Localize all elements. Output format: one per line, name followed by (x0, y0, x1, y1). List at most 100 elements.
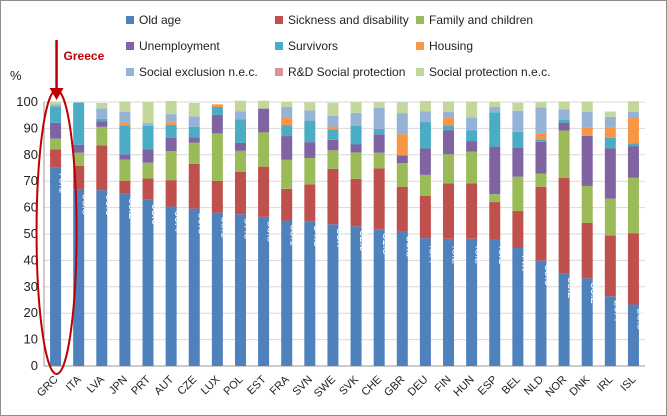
bar-CZE-segment-0 (188, 208, 200, 366)
x-tick-FIN: FIN (433, 374, 454, 395)
bar-GBR-segment-2 (396, 163, 408, 188)
bar-FRA-segment-1 (281, 188, 293, 221)
bar-SWE-segment-2 (327, 150, 339, 169)
bar-CHE-segment-6 (373, 107, 385, 129)
bar-AUT-segment-6 (165, 114, 177, 123)
legend-label-5: Housing (429, 39, 473, 53)
bar-DNK-segment-8 (581, 101, 593, 113)
bar-IRL-segment-5 (604, 127, 616, 138)
bar-SVK-segment-6 (350, 112, 362, 127)
bar-IRL-segment-6 (604, 116, 616, 128)
bar-NLD-segment-3 (535, 141, 547, 174)
bar-FIN-segment-0 (443, 238, 455, 366)
bar-GBR-segment-3 (396, 155, 408, 164)
bar-JPN-segment-5 (119, 122, 131, 126)
bar-EST-segment-1 (258, 166, 270, 217)
data-label-LUX: 58.1 (218, 217, 230, 238)
bar-DNK-segment-0 (581, 278, 593, 366)
bar-FRA-segment-5 (281, 117, 293, 126)
bar-ISL-segment-2 (627, 177, 639, 234)
y-tick-label: 70 (24, 173, 38, 188)
bar-PRT-segment-8 (142, 102, 154, 124)
data-label-DEU: 48.4 (426, 242, 438, 263)
bars (50, 100, 639, 366)
x-tick-GBR: GBR (382, 374, 407, 399)
legend-swatch-0 (126, 16, 134, 24)
bar-HUN-segment-3 (466, 141, 478, 152)
bar-LVA-segment-2 (96, 126, 108, 146)
bar-DEU-segment-8 (419, 100, 431, 112)
bar-CHE-segment-2 (373, 152, 385, 169)
bar-EST-segment-0 (258, 216, 270, 366)
legend-label-0: Old age (139, 13, 181, 27)
data-label-POL: 57.5 (241, 218, 253, 239)
legend-label-4: Survivors (288, 39, 338, 53)
y-tick-label: 80 (24, 147, 38, 162)
bar-HUN-segment-1 (466, 183, 478, 239)
data-label-FRA: 55.1 (288, 225, 300, 246)
y-unit-label: % (10, 68, 22, 83)
bar-PRT-segment-3 (142, 149, 154, 163)
bar-BEL-segment-0 (512, 247, 524, 366)
bar-BEL-segment-4 (512, 131, 524, 148)
legend-swatch-2 (416, 16, 424, 24)
bar-GRC-segment-2 (50, 138, 62, 150)
bar-ESP-segment-8 (489, 101, 501, 108)
bar-AUT-segment-0 (165, 206, 177, 366)
x-tick-EST: EST (245, 373, 269, 397)
bar-FIN-segment-4 (443, 125, 455, 131)
bar-POL-segment-4 (234, 119, 246, 143)
bar-AUT-segment-3 (165, 137, 177, 152)
x-tick-AUT: AUT (152, 373, 176, 397)
bar-LVA-segment-6 (96, 108, 108, 119)
bar-LVA-segment-3 (96, 121, 108, 127)
bar-GRC-segment-3 (50, 122, 62, 139)
bar-JPN-segment-6 (119, 112, 131, 123)
bar-ESP-segment-4 (489, 112, 501, 147)
data-label-CHE: 51.8 (380, 233, 392, 254)
bar-IRL-segment-8 (604, 111, 616, 117)
bar-JPN-segment-3 (119, 154, 131, 160)
y-tick-label: 100 (16, 94, 38, 109)
bar-FRA-segment-2 (281, 159, 293, 189)
bar-GRC-segment-6 (50, 104, 62, 108)
bar-ISL-segment-1 (627, 233, 639, 305)
x-tick-ITA: ITA (64, 373, 84, 393)
bar-ISL-segment-4 (627, 143, 639, 147)
bar-PRT-segment-4 (142, 125, 154, 150)
greece-annotation-label: Greece (64, 49, 105, 63)
bar-LUX-segment-2 (211, 133, 223, 181)
bar-SVN-segment-8 (304, 102, 316, 111)
data-label-SVN: 54.8 (311, 225, 323, 246)
bar-GRC-segment-8 (50, 101, 62, 105)
bar-HUN-segment-2 (466, 151, 478, 184)
data-label-GRC: 75.1 (57, 172, 69, 193)
bar-ESP-segment-2 (489, 194, 501, 203)
legend-swatch-8 (416, 68, 424, 76)
greece-arrow-head (49, 88, 64, 100)
data-label-NOR: 35.2 (565, 277, 577, 298)
bar-IRL-segment-3 (604, 148, 616, 199)
bar-HUN-segment-6 (466, 117, 478, 131)
legend-swatch-4 (275, 42, 283, 50)
bar-LUX-segment-1 (211, 180, 223, 213)
bar-SWE-segment-3 (327, 139, 339, 151)
bar-NLD-segment-2 (535, 173, 547, 187)
data-label-ESP: 48.1 (496, 243, 508, 264)
x-tick-DNK: DNK (567, 373, 592, 398)
bar-FRA-segment-6 (281, 107, 293, 118)
bar-HUN-segment-4 (466, 130, 478, 142)
x-tick-POL: POL (222, 374, 246, 398)
bar-LVA-segment-1 (96, 145, 108, 191)
bar-DNK-segment-1 (581, 222, 593, 279)
bar-SVK-segment-0 (350, 226, 362, 366)
bar-FIN-segment-6 (443, 112, 455, 118)
bar-CZE-segment-2 (188, 142, 200, 164)
x-tick-SVN: SVN (290, 374, 315, 399)
bar-POL-segment-0 (234, 214, 246, 366)
bar-FRA-segment-4 (281, 125, 293, 137)
bar-POL-segment-2 (234, 150, 246, 172)
bar-DNK-segment-5 (581, 127, 593, 136)
bar-ESP-segment-1 (489, 202, 501, 240)
bar-CHE-segment-8 (373, 102, 385, 108)
